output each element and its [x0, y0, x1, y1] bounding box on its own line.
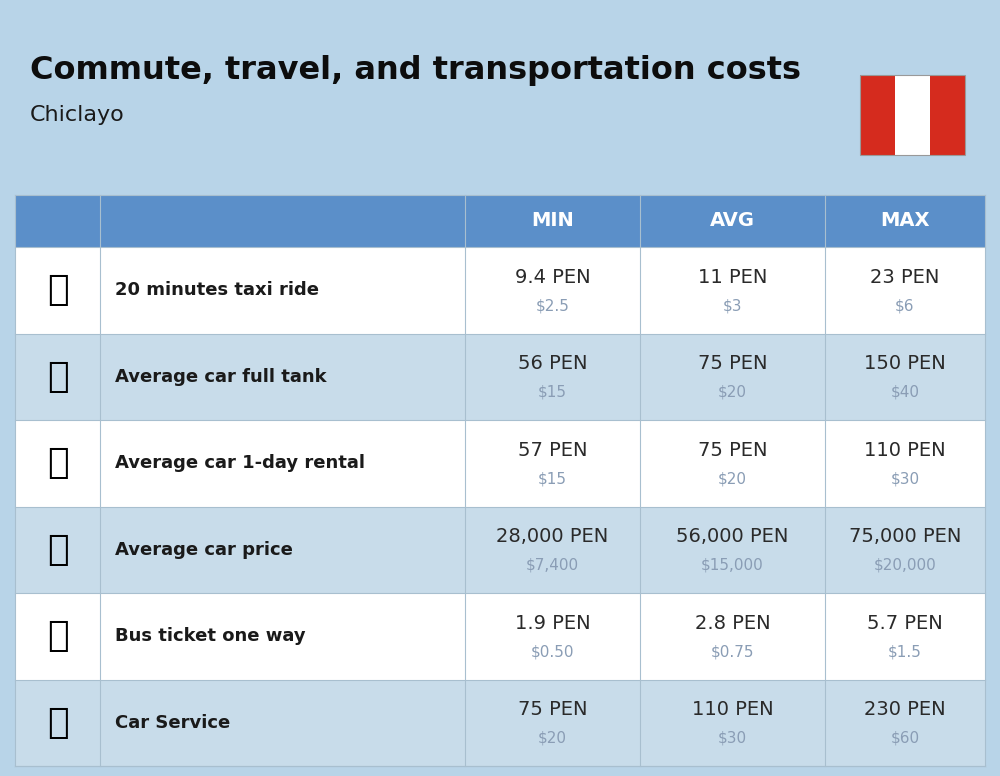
Text: Chiclayo: Chiclayo	[30, 105, 125, 125]
Text: $30: $30	[890, 471, 920, 487]
Bar	[15, 195, 985, 766]
Text: 57 PEN: 57 PEN	[518, 441, 587, 459]
Text: 75 PEN: 75 PEN	[698, 441, 767, 459]
Text: Car Service: Car Service	[115, 714, 230, 732]
Text: $20,000: $20,000	[874, 558, 936, 573]
Text: 2.8 PEN: 2.8 PEN	[695, 614, 770, 632]
Text: 🚕: 🚕	[47, 273, 68, 307]
Text: $15,000: $15,000	[701, 558, 764, 573]
Text: Commute, travel, and transportation costs: Commute, travel, and transportation cost…	[30, 54, 801, 85]
Bar	[860, 75, 895, 155]
Text: 56,000 PEN: 56,000 PEN	[676, 527, 789, 546]
Text: 150 PEN: 150 PEN	[864, 355, 946, 373]
Text: 75 PEN: 75 PEN	[698, 355, 767, 373]
Text: 28,000 PEN: 28,000 PEN	[496, 527, 609, 546]
Text: $3: $3	[723, 298, 742, 314]
Text: $40: $40	[891, 385, 920, 400]
Text: $2.5: $2.5	[536, 298, 569, 314]
Text: AVG: AVG	[710, 212, 755, 230]
Text: $0.50: $0.50	[531, 644, 574, 660]
Text: 20 minutes taxi ride: 20 minutes taxi ride	[115, 281, 319, 300]
Text: $15: $15	[538, 471, 567, 487]
Bar	[860, 75, 965, 155]
Text: $1.5: $1.5	[888, 644, 922, 660]
Text: ⛽: ⛽	[47, 360, 68, 393]
Bar	[15, 507, 985, 593]
Text: 23 PEN: 23 PEN	[870, 268, 940, 287]
Bar	[15, 247, 985, 334]
Text: 🔧: 🔧	[47, 705, 68, 740]
Text: 🚗: 🚗	[47, 533, 68, 566]
Text: 75 PEN: 75 PEN	[518, 700, 587, 719]
Text: $20: $20	[718, 385, 747, 400]
Text: Average car price: Average car price	[115, 541, 293, 559]
Text: Average car full tank: Average car full tank	[115, 368, 327, 386]
Bar	[930, 75, 965, 155]
Text: $15: $15	[538, 385, 567, 400]
Text: 🚙: 🚙	[47, 446, 68, 480]
Bar	[895, 75, 930, 155]
Text: Average car 1-day rental: Average car 1-day rental	[115, 454, 365, 473]
Text: $60: $60	[890, 731, 920, 746]
Text: $0.75: $0.75	[711, 644, 754, 660]
Text: MIN: MIN	[531, 212, 574, 230]
Text: 56 PEN: 56 PEN	[518, 355, 587, 373]
Text: $20: $20	[538, 731, 567, 746]
Bar	[15, 593, 985, 680]
Text: 75,000 PEN: 75,000 PEN	[849, 527, 961, 546]
Text: 11 PEN: 11 PEN	[698, 268, 767, 287]
Bar	[0, 0, 1000, 195]
Text: $7,400: $7,400	[526, 558, 579, 573]
Text: 230 PEN: 230 PEN	[864, 700, 946, 719]
Text: $20: $20	[718, 471, 747, 487]
Bar	[15, 195, 985, 247]
Bar	[15, 420, 985, 507]
Text: 110 PEN: 110 PEN	[692, 700, 773, 719]
Text: 5.7 PEN: 5.7 PEN	[867, 614, 943, 632]
Text: Bus ticket one way: Bus ticket one way	[115, 627, 306, 646]
Text: 🚌: 🚌	[47, 619, 68, 653]
Text: MAX: MAX	[880, 212, 930, 230]
Text: $30: $30	[718, 731, 747, 746]
Bar	[15, 680, 985, 766]
Text: 1.9 PEN: 1.9 PEN	[515, 614, 590, 632]
Text: 9.4 PEN: 9.4 PEN	[515, 268, 590, 287]
Text: $6: $6	[895, 298, 915, 314]
Bar	[15, 195, 465, 247]
Text: 110 PEN: 110 PEN	[864, 441, 946, 459]
Bar	[15, 334, 985, 420]
